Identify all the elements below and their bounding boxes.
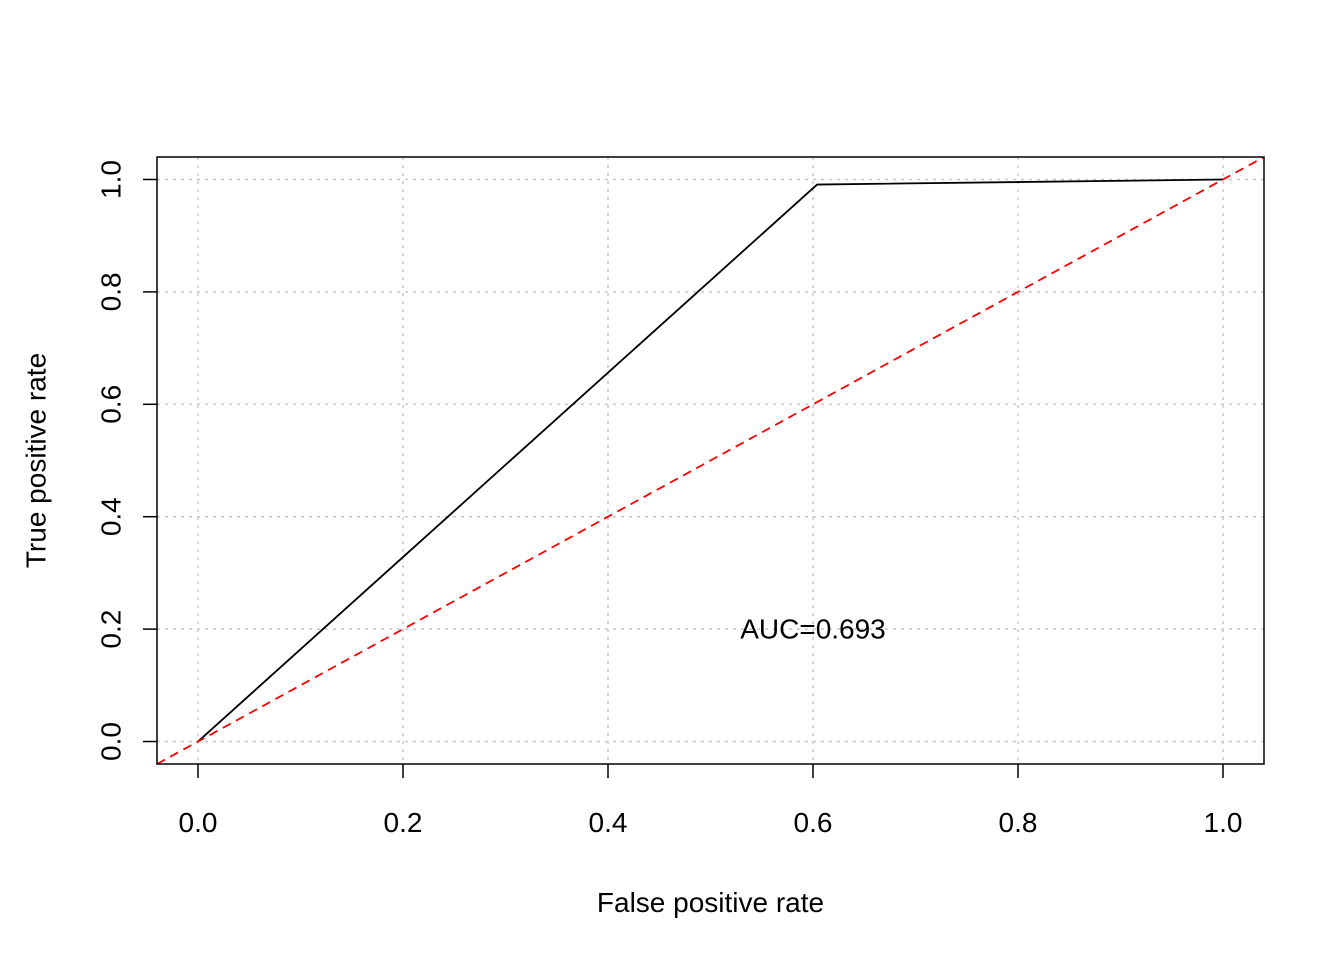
- x-tick-label-4: 0.8: [999, 807, 1038, 838]
- series-layer: [157, 157, 1264, 764]
- y-axis-label: True positive rate: [21, 353, 52, 568]
- x-tick-label-5: 1.0: [1204, 807, 1243, 838]
- y-tick-label-3: 0.6: [96, 385, 127, 424]
- annotation-layer: AUC=0.693: [740, 614, 886, 645]
- grid: [157, 157, 1264, 764]
- x-tick-label-0: 0.0: [179, 807, 218, 838]
- y-tick-label-1: 0.2: [96, 610, 127, 649]
- y-tick-label-2: 0.4: [96, 497, 127, 536]
- plot-frame: [156, 156, 1265, 765]
- x-tick-label-2: 0.4: [589, 807, 628, 838]
- x-axis-label: False positive rate: [597, 887, 824, 918]
- reference-diagonal-line: [157, 157, 1264, 764]
- y-tick-label-0: 0.0: [96, 722, 127, 761]
- x-tick-label-1: 0.2: [384, 807, 423, 838]
- auc-annotation: AUC=0.693: [740, 614, 886, 645]
- y-tick-label-5: 1.0: [96, 160, 127, 199]
- roc-curve-line: [197, 178, 1224, 743]
- x-tick-label-3: 0.6: [794, 807, 833, 838]
- y-tick-label-4: 0.8: [96, 272, 127, 311]
- ticks-layer: 0.0 0.2 0.4 0.6 0.8 1.0 0.0 0.2 0.4 0.6 0.8 1.0: [96, 160, 1243, 838]
